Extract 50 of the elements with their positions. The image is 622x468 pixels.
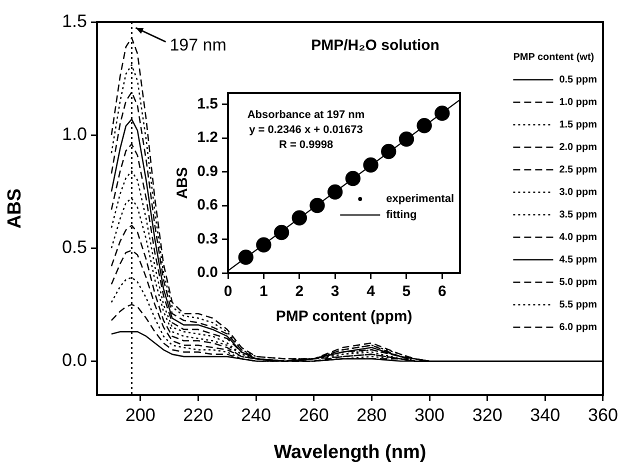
y-axis-title: ABS	[174, 167, 192, 199]
annotation: Absorbance at 197 nm	[247, 109, 365, 122]
text: PMP/H₂O solution	[311, 37, 440, 54]
x-tick-label: 2	[295, 283, 304, 300]
x-tick-label: 240	[241, 404, 272, 425]
y-tick-label: 1.5	[62, 10, 87, 31]
legend-label: 3.0 ppm	[559, 187, 598, 198]
x-tick-label: 200	[125, 404, 156, 425]
legend-label: 2.0 ppm	[559, 142, 598, 153]
y-axis-title: ABS	[4, 188, 26, 229]
legend-label: 5.0 ppm	[559, 277, 598, 288]
legend-title: PMP content (wt)	[513, 52, 594, 63]
annotation: R = 0.9998	[278, 139, 334, 152]
y-tick-label: 0.6	[197, 196, 218, 214]
y-tick-label: 0.0	[62, 350, 87, 370]
legend-label: 0.5 ppm	[559, 74, 598, 86]
x-tick-label: 1	[260, 283, 268, 300]
x-axis-title: PMP content (ppm)	[276, 308, 412, 326]
legend-label: experimental	[386, 193, 454, 206]
legend-label: 4.0 ppm	[559, 232, 598, 243]
x-tick-label: 6	[438, 283, 446, 300]
y-tick-label: 0.9	[197, 162, 218, 180]
legend-label: 1.5 ppm	[559, 120, 598, 130]
legend-label: 4.5 ppm	[559, 254, 598, 266]
x-tick-label: 280	[356, 404, 387, 425]
legend-label: 6.0 ppm	[559, 322, 598, 333]
x-tick-label: 5	[402, 283, 411, 300]
y-tick-label: 0.0	[197, 264, 218, 282]
x-tick-label: 320	[472, 404, 502, 425]
x-tick-label: 340	[530, 404, 560, 425]
legend-label: 2.5 ppm	[559, 164, 598, 176]
x-axis-title: Wavelength (nm)	[274, 442, 426, 463]
y-tick-label: 1.5	[197, 95, 218, 112]
y-tick-label: 0.5	[62, 237, 87, 258]
x-tick-label: 260	[298, 404, 329, 425]
annotation: 197 nm	[170, 36, 226, 55]
x-tick-label: 360	[588, 404, 618, 425]
legend-label: 1.0 ppm	[559, 97, 598, 108]
legend-label: 5.5 ppm	[559, 300, 598, 310]
legend-label: 3.5 ppm	[559, 210, 598, 220]
y-tick-label: 1.2	[197, 129, 218, 146]
annotation: y = 0.2346 x + 0.01673	[249, 124, 363, 136]
x-tick-label: 300	[414, 404, 445, 425]
x-tick-label: 220	[183, 404, 214, 425]
x-tick-label: 0	[224, 283, 232, 300]
legend-label: fitting	[386, 209, 417, 222]
y-tick-label: 0.3	[197, 230, 218, 248]
y-tick-label: 1.0	[62, 124, 87, 144]
x-tick-label: 4	[366, 283, 376, 300]
x-tick-label: 3	[330, 283, 340, 300]
